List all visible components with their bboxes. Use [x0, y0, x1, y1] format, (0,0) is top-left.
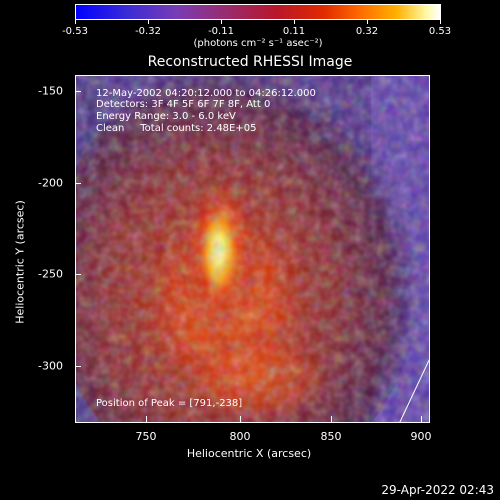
detectors-text: Detectors: 3F 4F 5F 6F 7F 8F, Att 0 — [96, 99, 271, 110]
x-tick-mark — [240, 416, 241, 422]
x-axis-label: Heliocentric X (arcsec) — [186, 447, 312, 460]
peak-position-text: Position of Peak = [791,-238] — [96, 398, 243, 409]
colorbar-tick-mark — [221, 19, 222, 24]
y-tick-label: -150 — [38, 84, 63, 98]
x-tick-label: 900 — [410, 430, 432, 443]
x-tick-mark — [421, 416, 422, 422]
colorbar-tick-mark — [440, 19, 441, 24]
generation-timestamp: 29-Apr-2022 02:43 — [381, 483, 494, 497]
x-tick-mark — [146, 416, 147, 422]
colorbar-tick-label: 0.53 — [428, 26, 452, 37]
colorbar-tick-mark — [148, 19, 149, 24]
x-tick-label: 800 — [229, 430, 251, 443]
colorbar — [75, 4, 441, 20]
y-tick-mark — [75, 366, 81, 367]
y-axis-label: Heliocentric Y (arcsec) — [13, 200, 27, 324]
y-tick-label: -200 — [38, 176, 63, 190]
colorbar-tick-label: -0.11 — [208, 26, 234, 37]
clean-counts-text: Clean Total counts: 2.48E+05 — [96, 123, 257, 134]
x-tick-label: 850 — [320, 430, 342, 443]
colorbar-tick-label: -0.53 — [62, 26, 88, 37]
image-title: Reconstructed RHESSI Image — [147, 54, 353, 70]
colorbar-tick-mark — [294, 19, 295, 24]
colorbar-units: (photons cm⁻² s⁻¹ asec⁻²) — [193, 38, 323, 49]
observation-time: 12-May-2002 04:20:12.000 to 04:26:12.000 — [96, 88, 316, 99]
colorbar-tick-mark — [75, 19, 76, 24]
energy-range-text: Energy Range: 3.0 - 6.0 keV — [96, 111, 236, 122]
y-tick-mark — [75, 91, 81, 92]
y-tick-mark — [75, 274, 81, 275]
plot-area: 12-May-2002 04:20:12.000 to 04:26:12.000… — [75, 75, 430, 423]
y-tick-mark — [75, 183, 81, 184]
solar-xray-image — [76, 76, 429, 422]
colorbar-tick-label: 0.11 — [282, 26, 306, 37]
y-tick-label: -250 — [38, 267, 63, 281]
colorbar-tick-mark — [367, 19, 368, 24]
limb-line — [399, 359, 429, 422]
colorbar-tick-label: 0.32 — [355, 26, 379, 37]
x-tick-label: 750 — [135, 430, 157, 443]
y-tick-label: -300 — [38, 359, 63, 373]
colorbar-tick-label: -0.32 — [135, 26, 161, 37]
x-tick-mark — [331, 416, 332, 422]
